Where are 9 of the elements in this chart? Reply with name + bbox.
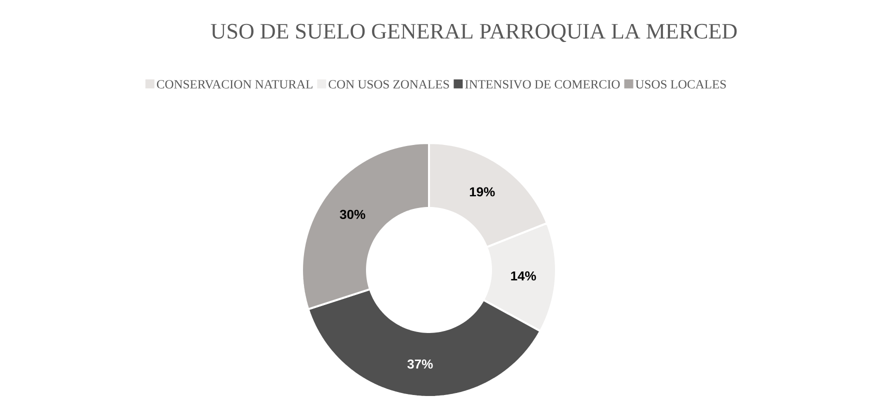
data-label: 30%	[340, 210, 366, 220]
legend-label: INTENSIVO DE COMERCIO	[465, 80, 620, 89]
legend-label: CON USOS ZONALES	[328, 80, 449, 89]
chart-title: USO DE SUELO GENERAL PARROQUIA LA MERCED	[210, 24, 737, 42]
data-label: 19%	[470, 187, 495, 196]
legend-label: CONSERVACION NATURAL	[156, 80, 312, 89]
data-label: 14%	[511, 271, 536, 280]
legend-label: USOS LOCALES	[636, 80, 726, 89]
data-label: 37%	[407, 359, 433, 369]
